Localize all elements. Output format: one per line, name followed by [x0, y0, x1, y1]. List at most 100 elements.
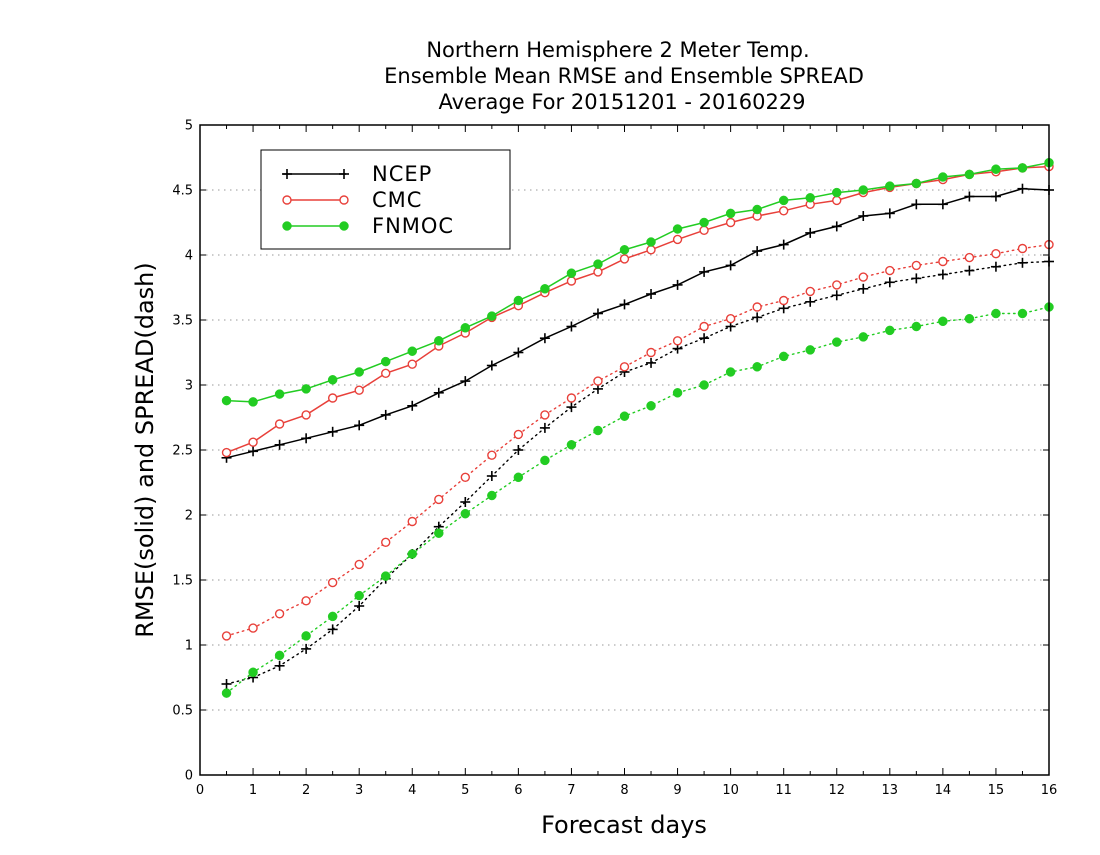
series-cmc-spread-line: [225, 243, 1050, 637]
series-ncep-spread-point: [884, 277, 895, 288]
series-cmc-rmse-point: [221, 447, 232, 458]
series-ncep-spread-point: [964, 265, 975, 276]
x-axis-title: Forecast days: [541, 811, 707, 839]
series-ncep-rmse-point: [486, 360, 497, 371]
series-ncep-rmse-point: [990, 191, 1001, 202]
x-axis-ticks: 0 1 2 3 4 5 6 7 8 9 10 11 12 13 14 15 16: [196, 125, 1057, 798]
series-fnmoc-spread-point: [513, 472, 524, 483]
series-fnmoc-rmse-point: [672, 224, 683, 234]
series-ncep-spread-point: [858, 283, 869, 294]
series-fnmoc-spread-point: [619, 411, 630, 421]
series-cmc-spread-point: [513, 429, 524, 440]
series-ncep-rmse-point: [911, 199, 922, 210]
legend-label-fnmoc: FNMOC: [372, 214, 454, 238]
series-fnmoc-rmse-point: [593, 259, 603, 269]
series-cmc-spread-point: [805, 286, 815, 297]
series-cmc-spread-point: [1017, 243, 1028, 254]
series-ncep-spread-point: [646, 357, 657, 368]
x-tick-label: 6: [514, 783, 522, 798]
series-ncep-rmse-point: [672, 279, 683, 290]
series-fnmoc-spread-point: [434, 528, 444, 538]
series-ncep-rmse-point: [380, 409, 391, 420]
x-tick-label: 0: [196, 783, 204, 798]
series-fnmoc-spread-point: [301, 631, 311, 641]
x-tick-label: 5: [461, 783, 469, 798]
series-cmc-spread-point: [885, 265, 895, 276]
series-fnmoc-spread-point: [407, 549, 417, 559]
series-ncep-spread-line: [225, 260, 1050, 685]
series-ncep-spread-point: [327, 624, 338, 635]
series-fnmoc-spread-point: [274, 650, 285, 661]
series-cmc-spread-point: [964, 252, 975, 263]
series-ncep-rmse-point: [778, 239, 789, 250]
series-ncep-rmse-point: [433, 387, 444, 398]
series-fnmoc-rmse-point: [354, 367, 364, 377]
legend-marker-cmc: [339, 195, 349, 205]
series-cmc-spread-point: [460, 472, 471, 482]
series-cmc-rmse-point: [832, 195, 842, 206]
series-cmc-spread-point: [725, 314, 736, 324]
series-ncep-rmse-point: [831, 221, 842, 232]
series-ncep-rmse-point: [274, 439, 285, 450]
series-fnmoc-rmse-point: [991, 164, 1001, 174]
series-layer: [221, 157, 1054, 698]
series-ncep-spread-point: [752, 312, 763, 323]
series-cmc-spread-point: [407, 516, 417, 527]
y-tick-label: 0.5: [172, 704, 193, 719]
x-tick-label: 15: [988, 783, 1005, 798]
series-cmc-spread-point: [248, 623, 258, 633]
series-fnmoc-rmse-point: [778, 195, 789, 206]
series-fnmoc-rmse-point: [301, 384, 311, 394]
legend-marker-fnmoc: [339, 221, 349, 231]
series-cmc-spread-point: [487, 450, 497, 460]
series-fnmoc-rmse-point: [858, 185, 869, 195]
series-fnmoc-spread-point: [327, 611, 338, 622]
series-ncep-rmse-point: [805, 227, 816, 238]
series-ncep-spread-point: [831, 290, 842, 301]
series-ncep-spread-point: [354, 601, 365, 611]
series-ncep-rmse-point: [646, 289, 657, 299]
series-ncep-spread-point: [301, 643, 312, 654]
series-ncep-rmse-point: [699, 266, 710, 277]
y-tick-label: 4: [185, 249, 193, 264]
series-fnmoc-rmse-point: [1017, 163, 1028, 173]
series-fnmoc-spread-point: [593, 425, 603, 436]
series-cmc-rmse-point: [248, 437, 258, 447]
series-fnmoc-spread-point: [964, 313, 975, 324]
series-fnmoc-spread-point: [885, 325, 895, 336]
series-ncep-rmse-line: [226, 187, 1050, 459]
series-ncep-rmse-point: [539, 333, 550, 344]
series-ncep-spread-point: [1017, 257, 1028, 268]
y-tick-label: 1.5: [172, 574, 193, 589]
x-tick-label: 16: [1041, 783, 1058, 798]
series-cmc-spread-point: [381, 537, 391, 547]
series-fnmoc-spread-point: [672, 388, 683, 398]
legend-label-cmc: CMC: [372, 188, 422, 212]
series-ncep-spread-point: [937, 269, 948, 280]
x-tick-label: 9: [673, 783, 681, 798]
series-ncep-rmse-point: [407, 400, 418, 411]
x-tick-label: 1: [249, 783, 257, 798]
series-ncep-spread-point: [805, 296, 816, 307]
x-tick-label: 8: [620, 783, 628, 798]
y-tick-label: 2: [185, 509, 193, 524]
series-ncep-spread-point: [566, 402, 577, 413]
legend-marker-ncep: [282, 169, 292, 179]
series-ncep-spread-point: [699, 333, 710, 344]
series-cmc-rmse-point: [274, 419, 285, 429]
series-ncep-rmse-point: [937, 199, 948, 210]
series-ncep-rmse-point: [592, 308, 603, 319]
series-fnmoc-rmse-point: [434, 336, 444, 346]
series-fnmoc-spread-point: [858, 332, 869, 342]
series-ncep-rmse-point: [725, 260, 736, 271]
series-ncep-spread-point: [274, 660, 285, 671]
x-tick-label: 12: [828, 783, 845, 798]
series-cmc-rmse-point: [327, 393, 338, 403]
series-cmc-spread-point: [274, 609, 285, 619]
legend-label-ncep: NCEP: [372, 162, 432, 186]
series-ncep-rmse-point: [327, 426, 338, 437]
series-ncep-spread-point: [911, 273, 922, 284]
series-fnmoc-spread-point: [646, 401, 656, 411]
series-cmc-rmse-point: [725, 217, 736, 228]
series-fnmoc-rmse-point: [832, 187, 842, 198]
